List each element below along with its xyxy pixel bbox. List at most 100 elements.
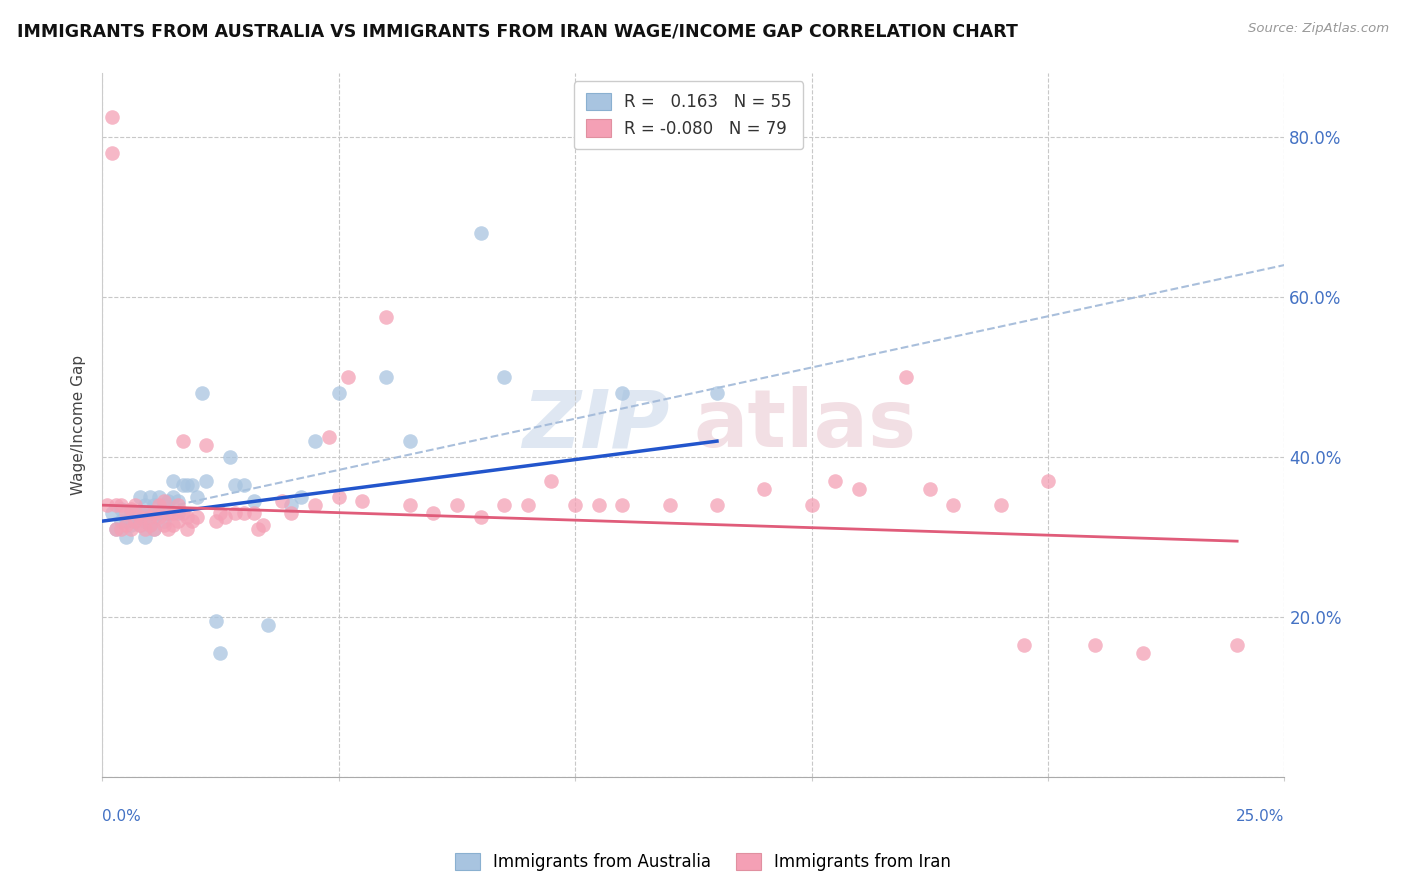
Point — [214, 510, 236, 524]
Point — [1226, 638, 1249, 652]
Point — [247, 522, 270, 536]
Point — [894, 370, 917, 384]
Point — [162, 490, 184, 504]
Point — [167, 506, 190, 520]
Point — [120, 522, 142, 536]
Point — [138, 518, 160, 533]
Point — [152, 518, 174, 533]
Point — [157, 506, 180, 520]
Point — [516, 498, 538, 512]
Point — [162, 474, 184, 488]
Point — [134, 514, 156, 528]
Point — [224, 478, 246, 492]
Legend: Immigrants from Australia, Immigrants from Iran: Immigrants from Australia, Immigrants fr… — [446, 845, 960, 880]
Point — [942, 498, 965, 512]
Point — [176, 522, 198, 536]
Point — [706, 498, 728, 512]
Point — [143, 510, 166, 524]
Point — [588, 498, 610, 512]
Point — [540, 474, 562, 488]
Point — [1084, 638, 1107, 652]
Point — [195, 474, 218, 488]
Point — [374, 370, 396, 384]
Point — [115, 514, 138, 528]
Point — [186, 510, 208, 524]
Point — [658, 498, 681, 512]
Point — [612, 498, 634, 512]
Point — [242, 506, 264, 520]
Point — [176, 510, 198, 524]
Point — [280, 498, 302, 512]
Point — [162, 518, 184, 533]
Point — [470, 226, 492, 240]
Point — [129, 518, 152, 533]
Point — [115, 518, 138, 533]
Point — [115, 530, 138, 544]
Point — [167, 494, 190, 508]
Text: atlas: atlas — [693, 386, 917, 464]
Point — [318, 430, 340, 444]
Point — [190, 386, 212, 401]
Point — [186, 490, 208, 504]
Point — [143, 522, 166, 536]
Point — [143, 506, 166, 520]
Point — [328, 490, 350, 504]
Text: Source: ZipAtlas.com: Source: ZipAtlas.com — [1249, 22, 1389, 36]
Point — [374, 310, 396, 324]
Point — [204, 514, 226, 528]
Point — [148, 490, 170, 504]
Text: IMMIGRANTS FROM AUSTRALIA VS IMMIGRANTS FROM IRAN WAGE/INCOME GAP CORRELATION CH: IMMIGRANTS FROM AUSTRALIA VS IMMIGRANTS … — [17, 22, 1018, 40]
Point — [120, 502, 142, 516]
Point — [304, 498, 326, 512]
Point — [252, 518, 274, 533]
Point — [824, 474, 846, 488]
Point — [337, 370, 360, 384]
Point — [256, 618, 278, 632]
Point — [124, 514, 146, 528]
Point — [271, 494, 294, 508]
Point — [1132, 646, 1154, 660]
Point — [706, 386, 728, 401]
Point — [398, 498, 420, 512]
Point — [110, 522, 132, 536]
Point — [124, 498, 146, 512]
Point — [100, 110, 122, 124]
Point — [100, 146, 122, 161]
Point — [224, 506, 246, 520]
Point — [422, 506, 444, 520]
Point — [143, 498, 166, 512]
Point — [157, 522, 180, 536]
Point — [129, 518, 152, 533]
Point — [233, 506, 256, 520]
Point — [134, 522, 156, 536]
Point — [564, 498, 586, 512]
Y-axis label: Wage/Income Gap: Wage/Income Gap — [72, 355, 86, 495]
Point — [848, 482, 870, 496]
Point — [172, 434, 194, 449]
Point — [138, 510, 160, 524]
Point — [110, 514, 132, 528]
Point — [124, 506, 146, 520]
Point — [129, 490, 152, 504]
Point — [242, 494, 264, 508]
Point — [209, 646, 232, 660]
Point — [134, 506, 156, 520]
Point — [209, 506, 232, 520]
Point — [219, 450, 242, 464]
Point — [152, 494, 174, 508]
Point — [800, 498, 823, 512]
Point — [352, 494, 374, 508]
Point — [120, 506, 142, 520]
Point — [162, 506, 184, 520]
Point — [470, 510, 492, 524]
Point — [167, 498, 190, 512]
Point — [181, 478, 204, 492]
Text: 0.0%: 0.0% — [103, 809, 141, 824]
Point — [494, 370, 516, 384]
Point — [138, 506, 160, 520]
Point — [446, 498, 468, 512]
Point — [110, 498, 132, 512]
Point — [96, 498, 118, 512]
Point — [172, 478, 194, 492]
Point — [143, 522, 166, 536]
